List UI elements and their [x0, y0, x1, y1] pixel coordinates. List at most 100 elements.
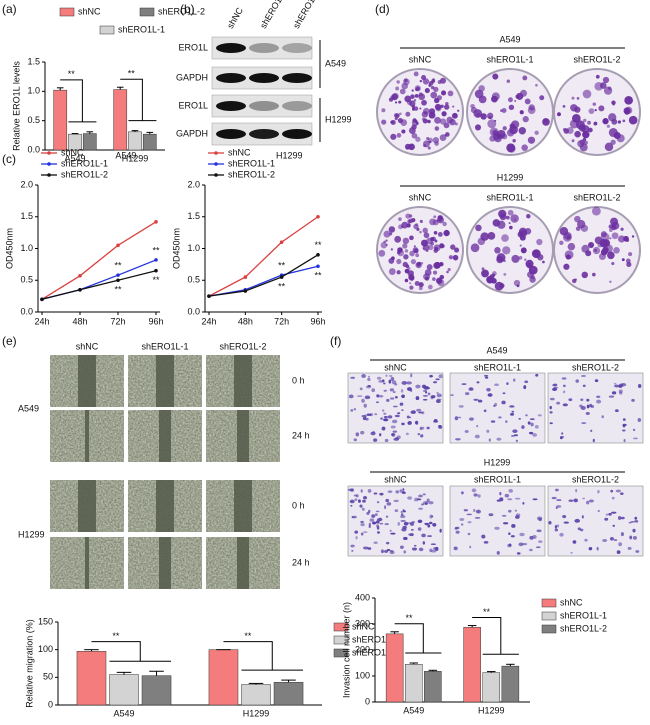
y-tick-label: 0.5 [27, 115, 40, 125]
cell [409, 533, 414, 537]
cell [376, 526, 380, 530]
colony [434, 97, 440, 104]
cell [459, 518, 465, 521]
cell [389, 529, 392, 532]
cell [620, 382, 627, 387]
cell [410, 528, 414, 531]
colony [396, 80, 400, 84]
cell [575, 379, 580, 383]
colony [576, 97, 580, 100]
significance-label: ** [114, 285, 122, 295]
point [154, 258, 158, 262]
colony [611, 100, 616, 105]
cell [505, 420, 508, 423]
legend-swatch [59, 7, 75, 17]
micrograph [547, 372, 644, 444]
colony [609, 237, 612, 240]
colony [524, 98, 531, 105]
blot-band [249, 73, 279, 83]
cell [433, 381, 437, 384]
cell [513, 378, 516, 382]
cell [581, 422, 587, 424]
cell [532, 534, 537, 539]
cell [383, 389, 387, 392]
cell [400, 389, 404, 393]
cell [390, 532, 396, 535]
legend-swatch [139, 7, 155, 17]
column-label: shERO1L-2 [573, 54, 620, 64]
scratch [85, 537, 89, 589]
cell [354, 530, 359, 534]
cell [384, 505, 387, 510]
colony [380, 241, 388, 249]
cell [627, 546, 632, 550]
colony [491, 95, 498, 103]
colony [421, 99, 427, 106]
cell [371, 388, 376, 393]
colony [427, 119, 431, 124]
blot-band [249, 129, 279, 139]
legend-marker [47, 151, 51, 155]
cell [615, 489, 621, 493]
point [279, 240, 284, 244]
colony [602, 76, 610, 84]
colony [399, 88, 406, 95]
colony [409, 250, 415, 257]
colony [434, 103, 442, 111]
colony [390, 95, 395, 100]
colony [427, 137, 433, 143]
cell [521, 425, 525, 429]
cell [611, 496, 615, 500]
colony [414, 93, 419, 98]
colony [433, 270, 438, 275]
legend-swatch [541, 624, 557, 634]
column-label: shNC [384, 362, 407, 372]
micrograph [547, 485, 644, 557]
colony [411, 104, 416, 109]
lane-label: shERO1L-1 [258, 0, 290, 30]
bar [208, 649, 239, 706]
colony [446, 270, 449, 274]
cell [476, 424, 479, 428]
cell [428, 501, 434, 505]
y-tick-label: 1.5 [187, 211, 200, 221]
cell [432, 523, 437, 527]
colony [481, 269, 489, 278]
micrograph [449, 485, 546, 557]
cell [516, 552, 521, 555]
cell [559, 436, 565, 438]
cell [436, 391, 439, 395]
colony [441, 90, 447, 96]
cell [427, 392, 431, 396]
cell [417, 432, 421, 436]
colony [579, 143, 588, 152]
cell [638, 384, 642, 388]
colony [562, 105, 566, 108]
cell [422, 398, 428, 401]
cell [504, 493, 510, 498]
cell [429, 548, 433, 553]
cell [508, 543, 512, 547]
cell [353, 408, 357, 411]
colony [582, 130, 590, 139]
cell [581, 515, 584, 519]
cell [388, 379, 392, 384]
dish [376, 206, 464, 294]
cell [632, 536, 637, 540]
cell [380, 417, 383, 420]
cell [389, 397, 395, 400]
cell [433, 546, 437, 550]
colony [402, 237, 410, 245]
colony [415, 86, 420, 91]
cell [556, 401, 561, 405]
colony [395, 86, 400, 91]
cell [349, 499, 355, 504]
cell [618, 391, 623, 395]
y-axis-label: OD450nm [4, 228, 14, 269]
legend-label: shNC [352, 621, 375, 631]
cell [379, 433, 382, 437]
cell [359, 504, 363, 508]
cell [562, 384, 566, 388]
cell [556, 524, 560, 528]
cell [551, 496, 557, 500]
